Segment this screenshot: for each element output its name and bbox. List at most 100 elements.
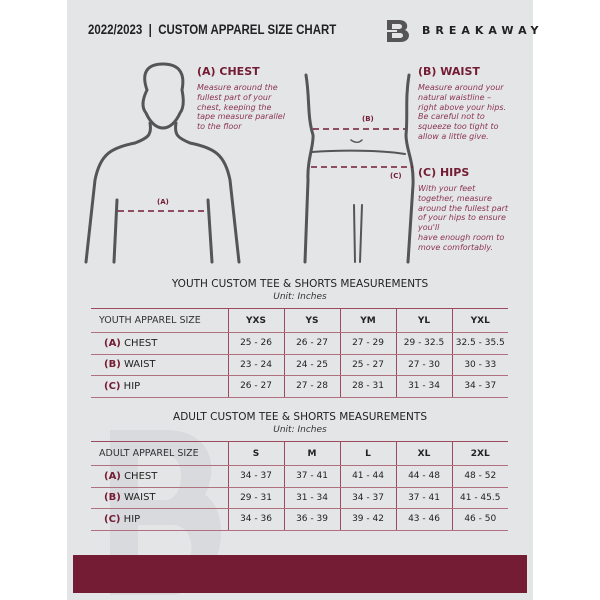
size-value: 39 - 42 (339, 508, 396, 531)
page-title: 2022/2023 | CUSTOM APPAREL SIZE CHART (88, 22, 337, 37)
size-value: 36 - 39 (283, 508, 340, 531)
adult-unit: Unit: Inches (273, 425, 327, 435)
text-line: squeeze too tight to (418, 122, 499, 132)
size-value: 48 - 52 (451, 465, 508, 488)
measurement-code: (A) (104, 337, 121, 349)
text-line: tape measure parallel (197, 112, 285, 122)
hips-heading: (C) HIPS (418, 166, 470, 179)
size-value: 32.5 - 35.5 (451, 332, 508, 355)
size-value: 23 - 24 (227, 354, 284, 376)
measurement-name: CHEST (124, 337, 158, 349)
size-value: 37 - 41 (395, 487, 452, 509)
size-value: 34 - 37 (451, 375, 508, 398)
measurement-label: (B) WAIST (91, 487, 228, 509)
size-value: 34 - 36 (227, 508, 284, 531)
header-row: ADULT APPAREL SIZE S M L XL 2XL (91, 441, 508, 466)
size-value: 29 - 32.5 (395, 332, 452, 355)
size-header: YXS (227, 308, 284, 333)
size-value: 27 - 29 (339, 332, 396, 355)
measurement-code: (B) (104, 359, 121, 371)
size-value: 30 - 33 (451, 354, 508, 376)
size-header: 2XL (451, 441, 508, 466)
chest-heading: (A) CHEST (197, 65, 260, 78)
size-value: 46 - 50 (451, 508, 508, 531)
youth-unit: Unit: Inches (273, 292, 327, 302)
size-value: 25 - 27 (339, 354, 396, 376)
hips-instructions: (C) HIPS With your feet together, measure… (418, 166, 508, 253)
size-value: 27 - 28 (283, 375, 340, 398)
size-value: 26 - 27 (283, 332, 340, 355)
size-value: 43 - 46 (395, 508, 452, 531)
table-row: (B) WAIST 29 - 31 31 - 34 34 - 37 37 - 41 41 … (91, 487, 508, 509)
adult-section-title: ADULT CUSTOM TEE & SHORTS MEASUREMENTS (173, 411, 427, 423)
youth-size-table: YOUTH APPAREL SIZE YXS YS YM YL YXL (A) CHEST 2… (91, 308, 508, 398)
waist-marker: (B) (362, 115, 374, 123)
table-row: (A) CHEST 25 - 26 26 - 27 27 - 29 29 - 32.5 3… (91, 332, 508, 355)
table-row: (A) CHEST 34 - 37 37 - 41 41 - 44 44 - 48 48 … (91, 465, 508, 488)
size-header: S (227, 441, 284, 466)
measurement-code: (C) (104, 380, 121, 392)
size-value: 41 - 44 (339, 465, 396, 488)
brand-name: BREAKAWAY (422, 24, 544, 37)
waist-heading: (B) WAIST (418, 65, 480, 78)
size-value: 25 - 26 (227, 332, 284, 355)
size-header: M (283, 441, 340, 466)
size-value: 28 - 31 (339, 375, 396, 398)
size-header: XL (395, 441, 452, 466)
chest-marker: (A) (157, 198, 169, 206)
size-value: 41 - 45.5 (451, 487, 508, 509)
table-row: (C) HIP 34 - 36 36 - 39 39 - 42 43 - 46 46 - … (91, 508, 508, 531)
size-value: 37 - 41 (283, 465, 340, 488)
size-value: 26 - 27 (227, 375, 284, 398)
waist-instructions: (B) WAIST Measure around your natural wai… (418, 65, 506, 142)
measurement-name: CHEST (124, 470, 158, 482)
size-value: 27 - 30 (395, 354, 452, 376)
size-value: 31 - 34 (395, 375, 452, 398)
measurement-code: (A) (104, 470, 121, 482)
text-line: of your hips to ensure (418, 213, 506, 223)
text-line: fullest part of your (197, 92, 272, 102)
measurement-code: (C) (104, 513, 121, 525)
size-value: 34 - 37 (339, 487, 396, 509)
breakaway-logo-icon (383, 20, 410, 42)
youth-section-title: YOUTH CUSTOM TEE & SHORTS MEASUREMENTS (171, 278, 429, 290)
hips-marker: (C) (390, 172, 402, 180)
text-line: Measure around the (197, 83, 278, 92)
size-label-header: YOUTH APPAREL SIZE (91, 308, 228, 333)
text-line: Measure around your (418, 83, 504, 92)
size-header: YM (339, 308, 396, 333)
header-row: YOUTH APPAREL SIZE YXS YS YM YL YXL (91, 308, 508, 333)
text-line: have enough room to (418, 232, 505, 242)
text-line: around the fullest part (418, 203, 509, 213)
size-header: L (339, 441, 396, 466)
measurement-name: HIP (123, 513, 141, 525)
measurement-label: (B) WAIST (91, 354, 228, 376)
text-line: together, measure (418, 193, 492, 203)
measurement-label: (A) CHEST (91, 465, 228, 488)
footer-bar (73, 555, 527, 593)
text-line: to the floor (197, 122, 242, 132)
measurement-label: (A) CHEST (91, 332, 228, 355)
measurement-name: HIP (123, 380, 141, 392)
text-line: right above your hips. (418, 102, 507, 112)
adult-size-table: ADULT APPAREL SIZE S M L XL 2XL (A) CHEST 34 - … (91, 441, 508, 531)
body-measurement-illustration (84, 62, 415, 264)
text-line: allow a little give. (418, 131, 489, 141)
size-value: 34 - 37 (227, 465, 284, 488)
size-label-header: ADULT APPAREL SIZE (91, 441, 228, 466)
text-line: Be careful not to (418, 112, 485, 122)
measurement-name: WAIST (123, 492, 156, 504)
size-header: YL (395, 308, 452, 333)
text-line: move comfortably. (418, 242, 493, 252)
text-line: you'll (418, 223, 440, 233)
text-line: With your feet (418, 184, 476, 193)
measurement-label: (C) HIP (91, 375, 228, 398)
size-value: 29 - 31 (227, 487, 284, 509)
chest-instructions: (A) CHEST Measure around the fullest part… (197, 65, 285, 132)
size-value: 44 - 48 (395, 465, 452, 488)
size-header: YS (283, 308, 340, 333)
measurement-name: WAIST (123, 359, 156, 371)
text-line: chest, keeping the (197, 102, 272, 112)
size-value: 31 - 34 (283, 487, 340, 509)
size-header: YXL (451, 308, 508, 333)
